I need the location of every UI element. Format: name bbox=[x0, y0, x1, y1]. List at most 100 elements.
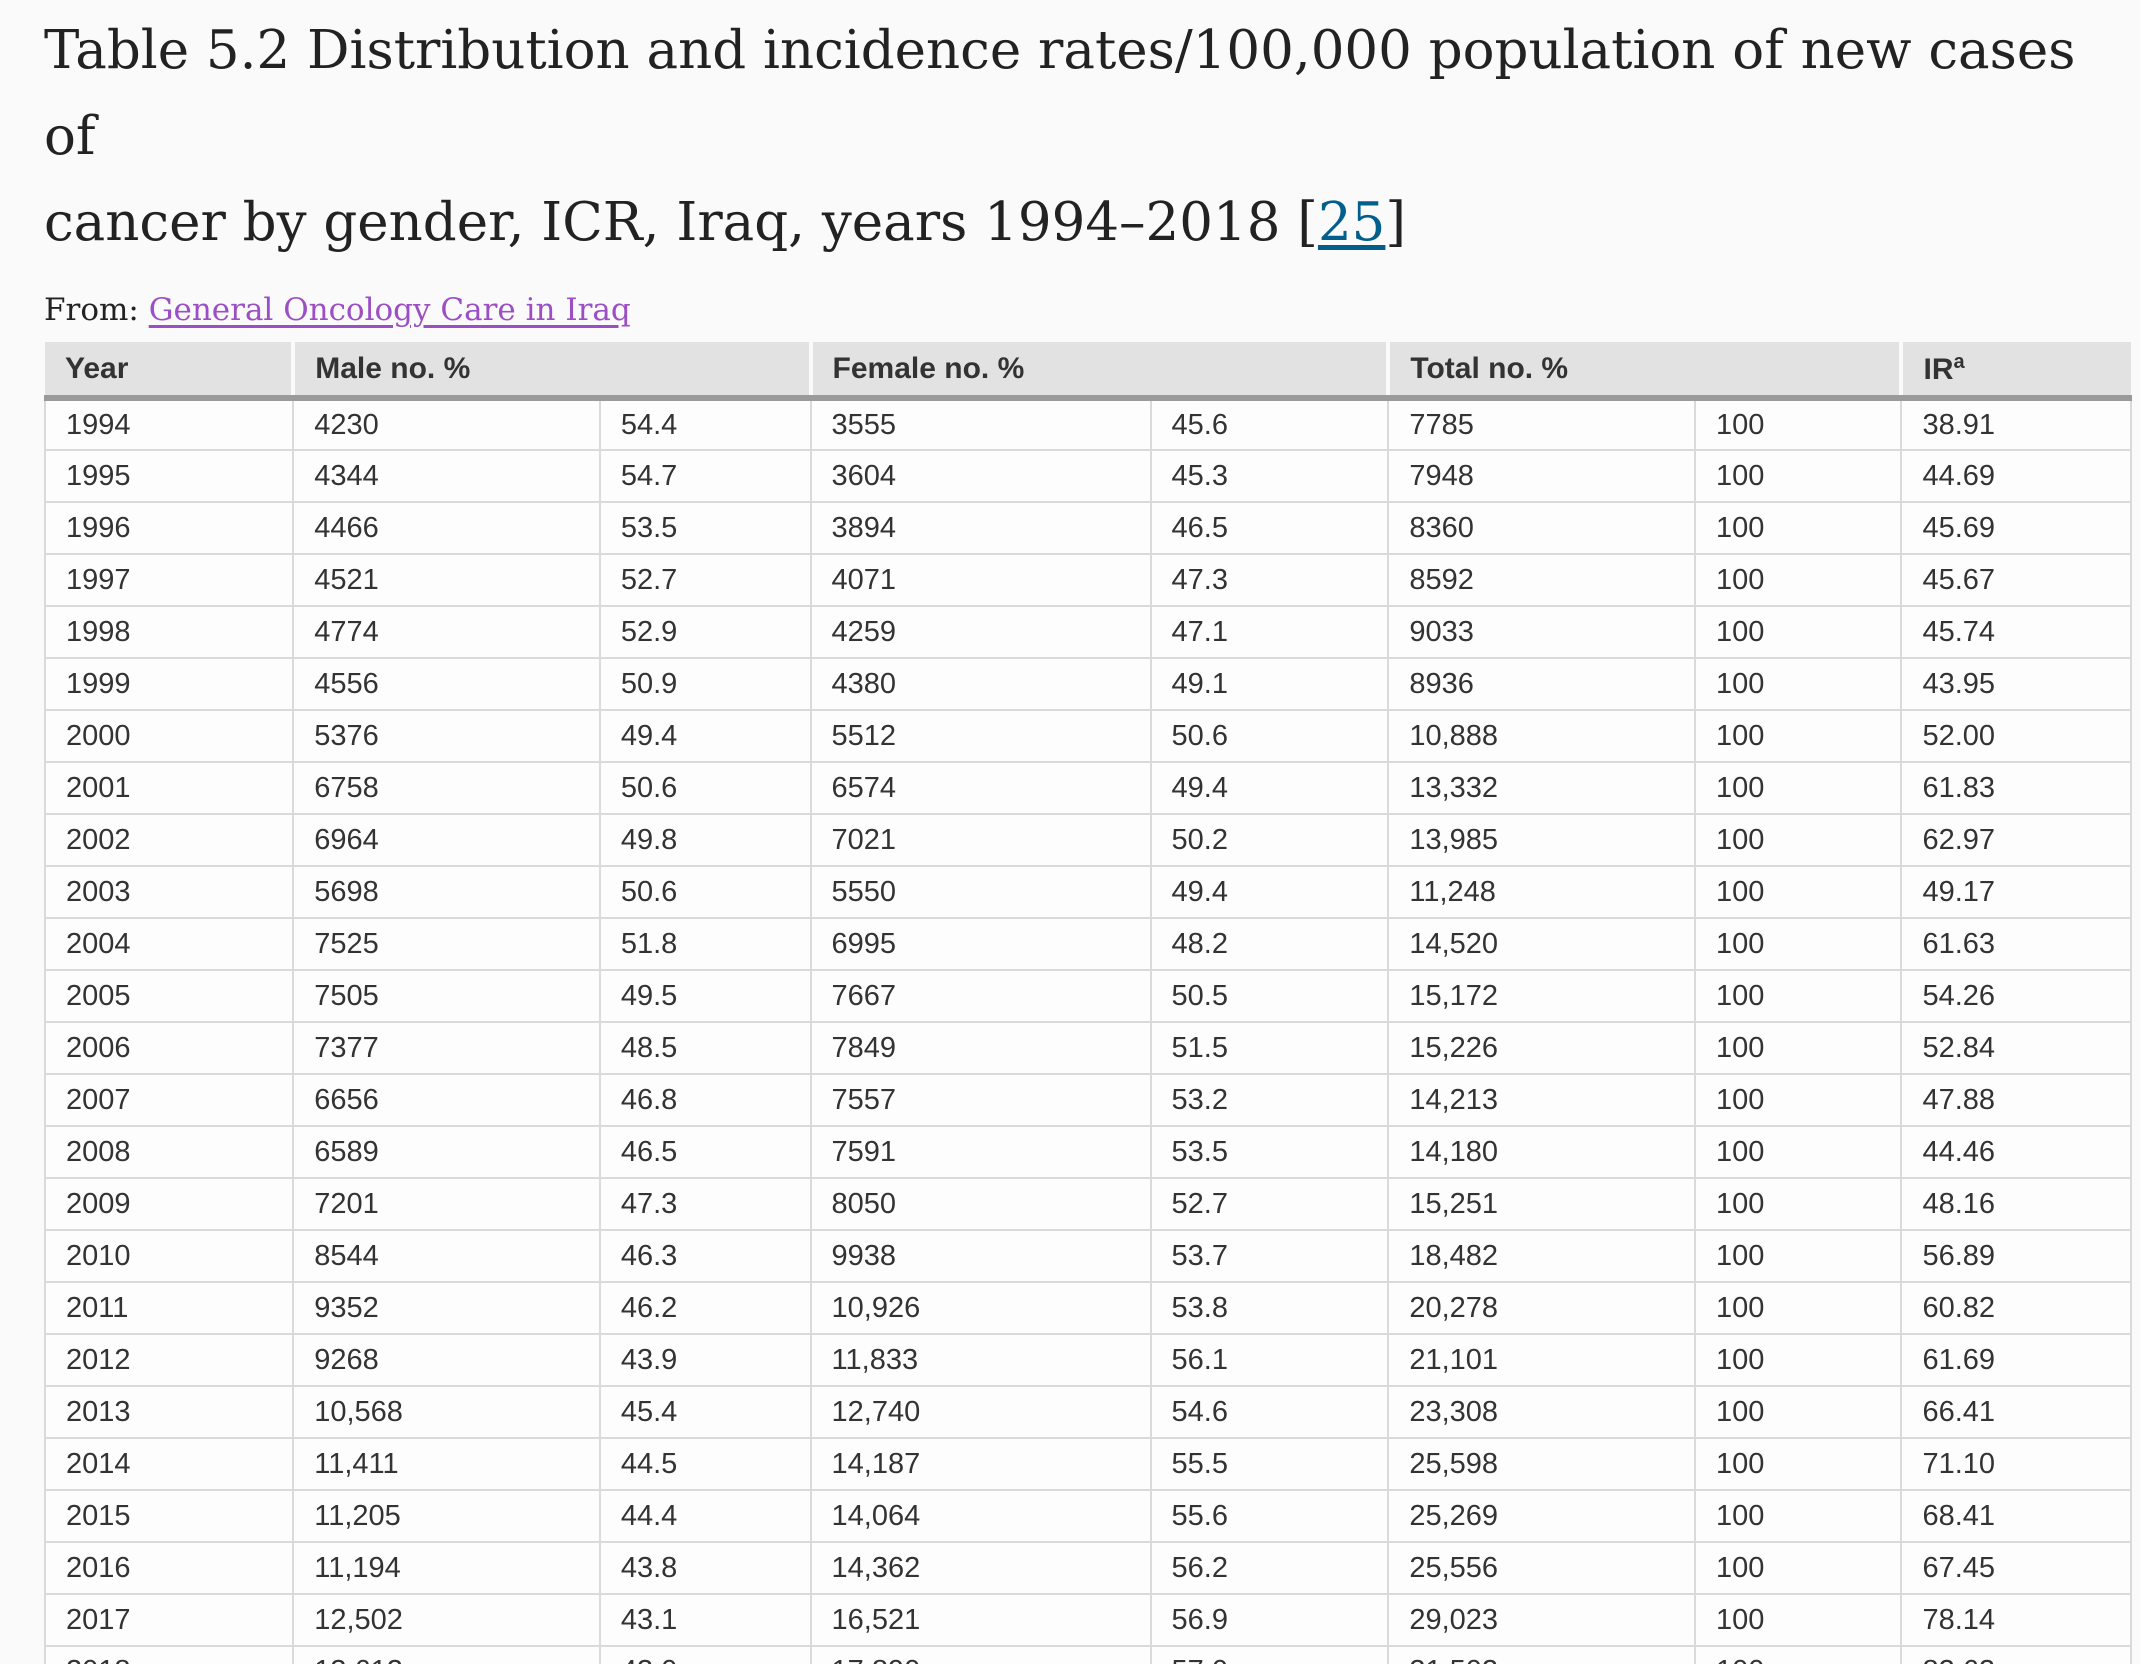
cell-ir: 66.41 bbox=[1900, 1385, 2132, 1439]
cell-male-no: 11,194 bbox=[292, 1541, 601, 1595]
cell-total-pct: 100 bbox=[1693, 1645, 1903, 1664]
cell-total-no: 15,172 bbox=[1387, 969, 1696, 1023]
cell-year: 1999 bbox=[43, 657, 295, 711]
cell-total-no: 13,985 bbox=[1387, 813, 1696, 867]
cell-female-pct: 47.3 bbox=[1149, 553, 1390, 607]
cell-male-pct: 51.8 bbox=[598, 917, 812, 971]
cell-ir: 45.67 bbox=[1900, 553, 2132, 607]
cell-year: 2011 bbox=[43, 1281, 295, 1335]
cell-total-no: 7785 bbox=[1387, 397, 1696, 451]
cell-year: 2000 bbox=[43, 709, 295, 763]
cell-male-no: 13,612 bbox=[292, 1645, 601, 1664]
cell-female-pct: 53.8 bbox=[1149, 1281, 1390, 1335]
cell-year: 2018 bbox=[43, 1645, 295, 1664]
cell-male-pct: 52.9 bbox=[598, 605, 812, 659]
cell-female-no: 7667 bbox=[809, 969, 1152, 1023]
cell-male-pct: 50.6 bbox=[598, 761, 812, 815]
cell-total-pct: 100 bbox=[1693, 813, 1903, 867]
cell-female-no: 6995 bbox=[809, 917, 1152, 971]
cell-female-pct: 50.5 bbox=[1149, 969, 1390, 1023]
header-row: Year Male no. % Female no. % Total no. %… bbox=[45, 342, 2131, 401]
table-body: 1994 4230 54.4 3555 45.6 7785 100 38.91 … bbox=[43, 397, 2132, 1664]
cell-male-pct: 50.9 bbox=[598, 657, 812, 711]
cell-year: 2009 bbox=[43, 1177, 295, 1231]
citation-link-25[interactable]: 25 bbox=[1317, 192, 1386, 253]
cell-year: 2010 bbox=[43, 1229, 295, 1283]
table-row: 2013 10,568 45.4 12,740 54.6 23,308 100 … bbox=[43, 1385, 2132, 1439]
cell-female-pct: 49.4 bbox=[1149, 865, 1390, 919]
cell-female-no: 7591 bbox=[809, 1125, 1152, 1179]
cell-male-no: 4556 bbox=[292, 657, 601, 711]
cell-female-pct: 53.2 bbox=[1149, 1073, 1390, 1127]
cell-ir: 82.62 bbox=[1900, 1645, 2132, 1664]
cell-male-pct: 44.5 bbox=[598, 1437, 812, 1491]
cell-year: 2017 bbox=[43, 1593, 295, 1647]
cell-male-pct: 43.1 bbox=[598, 1593, 812, 1647]
cell-year: 2002 bbox=[43, 813, 295, 867]
cell-male-no: 4466 bbox=[292, 501, 601, 555]
cell-female-pct: 50.2 bbox=[1149, 813, 1390, 867]
cell-male-no: 7505 bbox=[292, 969, 601, 1023]
cell-male-no: 6758 bbox=[292, 761, 601, 815]
cell-total-pct: 100 bbox=[1693, 657, 1903, 711]
table-row: 1994 4230 54.4 3555 45.6 7785 100 38.91 bbox=[43, 397, 2132, 451]
cell-male-no: 7525 bbox=[292, 917, 601, 971]
cell-female-no: 14,064 bbox=[809, 1489, 1152, 1543]
cell-total-no: 8936 bbox=[1387, 657, 1696, 711]
cell-total-pct: 100 bbox=[1693, 1437, 1903, 1491]
cell-total-pct: 100 bbox=[1693, 1177, 1903, 1231]
cell-male-no: 4774 bbox=[292, 605, 601, 659]
cell-year: 2004 bbox=[43, 917, 295, 971]
cell-ir: 48.16 bbox=[1900, 1177, 2132, 1231]
cell-year: 1995 bbox=[43, 449, 295, 503]
cell-total-pct: 100 bbox=[1693, 1021, 1903, 1075]
cell-year: 2007 bbox=[43, 1073, 295, 1127]
cell-total-no: 25,598 bbox=[1387, 1437, 1696, 1491]
cell-female-pct: 57.0 bbox=[1149, 1645, 1390, 1664]
cell-male-pct: 54.7 bbox=[598, 449, 812, 503]
cell-male-no: 5698 bbox=[292, 865, 601, 919]
cell-total-no: 10,888 bbox=[1387, 709, 1696, 763]
cell-total-pct: 100 bbox=[1693, 709, 1903, 763]
table-row: 2018 13,612 43.0 17,890 57.0 31,502 100 … bbox=[43, 1645, 2132, 1664]
cell-male-pct: 48.5 bbox=[598, 1021, 812, 1075]
cell-female-no: 4259 bbox=[809, 605, 1152, 659]
table-row: 1999 4556 50.9 4380 49.1 8936 100 43.95 bbox=[43, 657, 2132, 711]
table-row: 2017 12,502 43.1 16,521 56.9 29,023 100 … bbox=[43, 1593, 2132, 1647]
cell-total-pct: 100 bbox=[1693, 1489, 1903, 1543]
cell-female-no: 9938 bbox=[809, 1229, 1152, 1283]
cell-female-pct: 55.6 bbox=[1149, 1489, 1390, 1543]
cell-ir: 61.69 bbox=[1900, 1333, 2132, 1387]
cell-male-pct: 46.8 bbox=[598, 1073, 812, 1127]
cell-total-no: 23,308 bbox=[1387, 1385, 1696, 1439]
cell-total-no: 7948 bbox=[1387, 449, 1696, 503]
cell-ir: 52.84 bbox=[1900, 1021, 2132, 1075]
cell-male-pct: 54.4 bbox=[598, 397, 812, 451]
cell-total-pct: 100 bbox=[1693, 397, 1903, 451]
cell-year: 2012 bbox=[43, 1333, 295, 1387]
table-row: 2015 11,205 44.4 14,064 55.6 25,269 100 … bbox=[43, 1489, 2132, 1543]
cell-total-no: 15,226 bbox=[1387, 1021, 1696, 1075]
cell-female-no: 8050 bbox=[809, 1177, 1152, 1231]
table-row: 2009 7201 47.3 8050 52.7 15,251 100 48.1… bbox=[43, 1177, 2132, 1231]
cell-male-pct: 53.5 bbox=[598, 501, 812, 555]
cell-male-no: 6656 bbox=[292, 1073, 601, 1127]
cell-male-no: 6589 bbox=[292, 1125, 601, 1179]
source-book-link[interactable]: General Oncology Care in Iraq bbox=[148, 292, 631, 328]
table-row: 2007 6656 46.8 7557 53.2 14,213 100 47.8… bbox=[43, 1073, 2132, 1127]
title-line-2-prefix: cancer by gender, ICR, Iraq, years 1994–… bbox=[44, 192, 1318, 253]
cell-female-no: 4380 bbox=[809, 657, 1152, 711]
table-row: 1997 4521 52.7 4071 47.3 8592 100 45.67 bbox=[43, 553, 2132, 607]
cell-female-pct: 49.1 bbox=[1149, 657, 1390, 711]
cell-total-pct: 100 bbox=[1693, 501, 1903, 555]
cell-male-pct: 47.3 bbox=[598, 1177, 812, 1231]
cell-ir: 60.82 bbox=[1900, 1281, 2132, 1335]
cell-male-pct: 49.8 bbox=[598, 813, 812, 867]
cell-year: 2015 bbox=[43, 1489, 295, 1543]
cell-year: 2005 bbox=[43, 969, 295, 1023]
cell-total-no: 31,502 bbox=[1387, 1645, 1696, 1664]
table-row: 1995 4344 54.7 3604 45.3 7948 100 44.69 bbox=[43, 449, 2132, 503]
table-row: 2014 11,411 44.5 14,187 55.5 25,598 100 … bbox=[43, 1437, 2132, 1491]
cell-female-no: 7557 bbox=[809, 1073, 1152, 1127]
cell-total-pct: 100 bbox=[1693, 969, 1903, 1023]
